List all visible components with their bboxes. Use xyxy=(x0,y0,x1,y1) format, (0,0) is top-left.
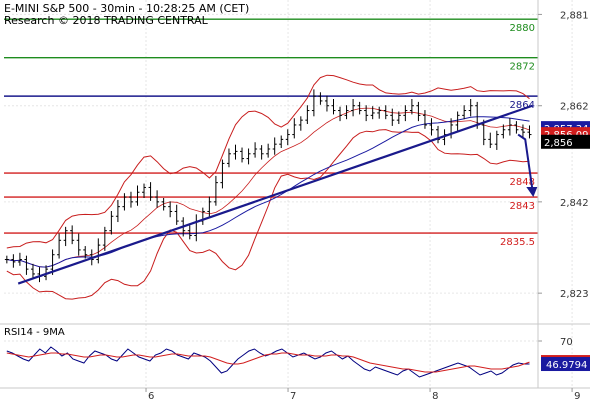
x-tick-label: 6 xyxy=(148,391,154,400)
level-label: 2835.5 xyxy=(500,237,535,248)
level-label: 2872 xyxy=(510,62,535,73)
y-tick-label: 2,881 xyxy=(560,10,589,21)
rsi-tag-label: 46.9794 xyxy=(546,360,587,371)
forecast-arrow-shaft xyxy=(517,133,534,190)
level-label: 2848 xyxy=(510,177,535,188)
bollinger-bands xyxy=(6,74,530,300)
chart-title: E-MINI S&P 500 - 30min - 10:28:25 AM (CE… xyxy=(4,2,249,15)
rsi-series-line xyxy=(6,352,530,373)
bollinger-lower xyxy=(6,129,530,300)
y-tick-label: 2,823 xyxy=(560,289,589,300)
price-tags: 2,857.342,856.092,85648.947946.9794 xyxy=(541,121,590,372)
level-label: 2864 xyxy=(510,100,535,111)
rsi-tick-label: 70 xyxy=(560,337,573,348)
y-tick-label: 2,842 xyxy=(560,198,589,209)
trend-annotations xyxy=(17,104,538,285)
x-tick-label: 9 xyxy=(574,391,580,400)
rsi-panel: 70 xyxy=(4,337,573,378)
rsi-series-line xyxy=(6,346,530,378)
bollinger-upper xyxy=(6,74,530,249)
x-tick-label: 8 xyxy=(432,391,438,400)
price-tag-box xyxy=(541,134,590,149)
trend-line xyxy=(17,104,533,285)
x-tick-label: 7 xyxy=(290,391,296,400)
price-tag-label: 2,856 xyxy=(544,138,573,149)
price-candles xyxy=(4,89,532,283)
level-label: 2880 xyxy=(510,23,535,34)
grid xyxy=(4,0,573,386)
level-lines: 2880 2872 2864 2848 2843 2835.5 xyxy=(4,18,538,248)
level-label: 2843 xyxy=(510,201,535,212)
moving-average-long xyxy=(6,116,530,268)
y-tick-label: 2,862 xyxy=(560,102,589,113)
forecast-arrow-head xyxy=(526,187,538,198)
chart-subtitle: Research © 2018 TRADING CENTRAL xyxy=(4,14,209,27)
bollinger-mid xyxy=(6,107,530,268)
rsi-tag-box xyxy=(541,357,590,372)
rsi-panel-title: RSI14 - 9MA xyxy=(4,327,65,338)
